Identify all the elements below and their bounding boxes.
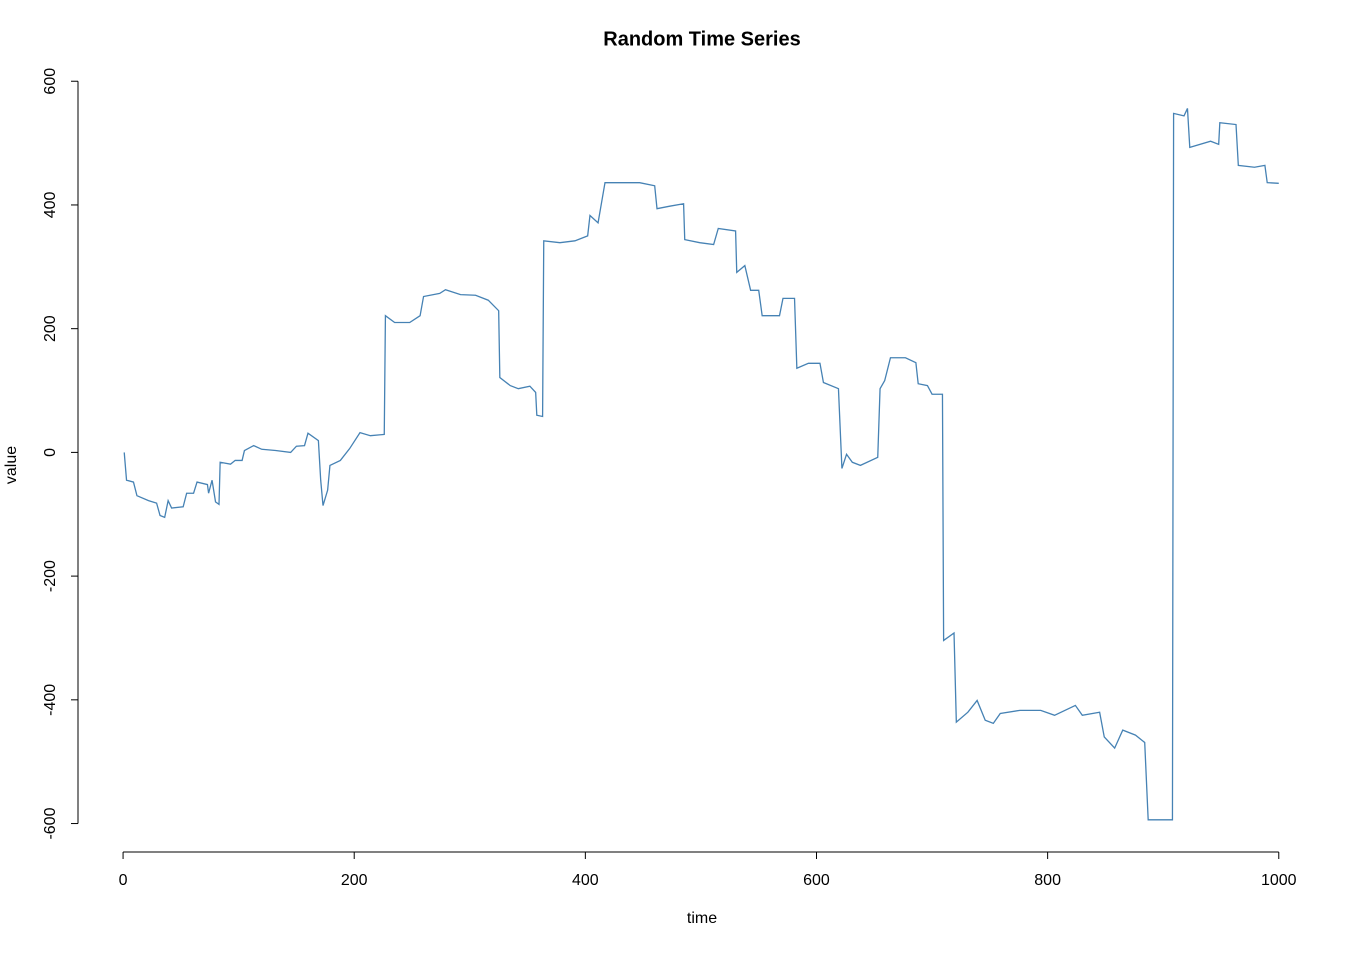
y-tick-label: 0: [42, 448, 59, 457]
x-axis-label: time: [687, 910, 717, 927]
y-tick-label: -200: [42, 560, 59, 592]
x-tick-label: 1000: [1261, 872, 1297, 889]
chart-title: Random Time Series: [603, 28, 800, 50]
series-line: [123, 108, 1279, 821]
y-tick-label: 600: [42, 68, 59, 95]
y-tick-label: -400: [42, 684, 59, 716]
y-axis-label: value: [3, 446, 20, 484]
x-tick-label: 400: [572, 872, 599, 889]
y-tick-label: 200: [42, 315, 59, 342]
x-tick-label: 800: [1034, 872, 1061, 889]
y-tick-label: -600: [42, 807, 59, 839]
x-tick-label: 200: [341, 872, 368, 889]
y-tick-label: 400: [42, 192, 59, 219]
x-tick-label: 600: [803, 872, 830, 889]
x-tick-label: 0: [119, 872, 128, 889]
